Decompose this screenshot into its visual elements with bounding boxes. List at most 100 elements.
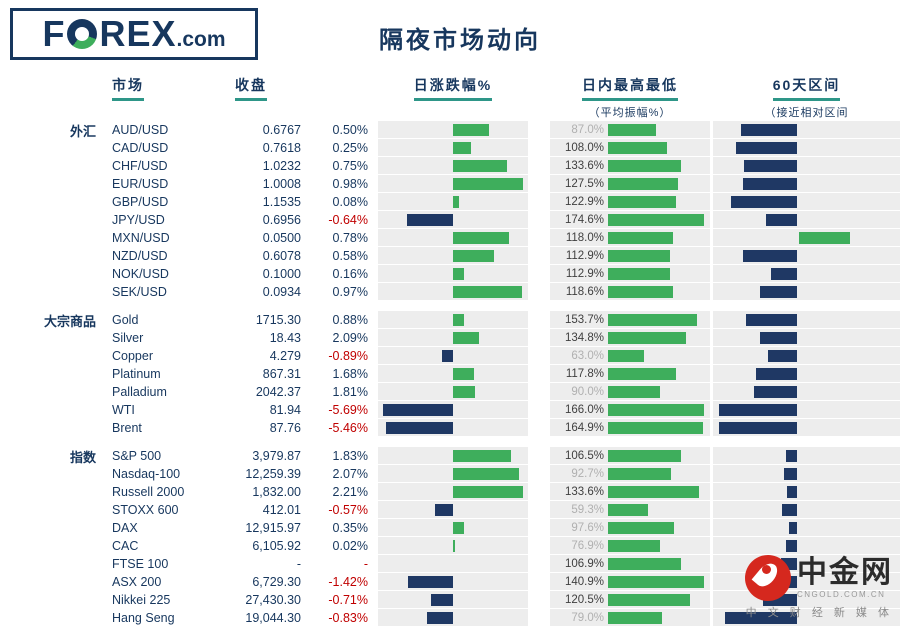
close-value: 867.31 — [262, 367, 301, 381]
close-value: 0.1000 — [262, 267, 301, 281]
market-row: FTSE 100 - - 106.9% — [10, 555, 900, 573]
daily-change-chart — [378, 229, 528, 247]
market-row: ASX 200 6,729.30 -1.42% 140.9% — [10, 573, 900, 591]
amplitude-chart: 127.5% — [550, 175, 710, 193]
range60-bar — [741, 124, 797, 136]
group-label: 大宗商品 — [43, 313, 96, 329]
close-value: 2042.37 — [255, 385, 301, 399]
daily-change-bar — [453, 142, 471, 154]
amplitude-label: 79.0% — [571, 612, 604, 624]
market-name: Nasdaq-100 — [112, 467, 181, 481]
logo-dot-com: .com — [176, 27, 226, 51]
market-group: 大宗商品 Gold 1715.30 0.88% 153.7% Silver 18.43 2.0… — [10, 311, 900, 437]
amplitude-label: 112.9% — [565, 250, 604, 262]
market-row: STOXX 600 412.01 -0.57% 59.3% — [10, 501, 900, 519]
amplitude-label: 76.9% — [571, 540, 604, 552]
range60-bar — [724, 612, 797, 624]
change-value: 0.16% — [332, 267, 368, 281]
range60-chart — [713, 519, 900, 537]
amplitude-bar — [608, 314, 697, 326]
daily-change-bar — [453, 486, 523, 498]
change-value: 1.83% — [332, 449, 368, 463]
amplitude-bar — [608, 196, 676, 208]
market-row: 指数 S&P 500 3,979.87 1.83% 106.5% — [10, 447, 900, 465]
market-row: Brent 87.76 -5.46% 164.9% — [10, 419, 900, 437]
amplitude-bar — [608, 350, 645, 362]
range60-chart — [713, 265, 900, 283]
amplitude-label: 122.9% — [564, 196, 604, 208]
range60-bar — [719, 422, 797, 434]
close-value: 0.0500 — [262, 231, 301, 245]
daily-change-chart — [378, 347, 528, 365]
range60-chart — [713, 139, 900, 157]
forex-com-logo: F REX .com — [10, 8, 258, 60]
amplitude-label: 118.0% — [565, 232, 604, 244]
market-name: S&P 500 — [112, 449, 162, 463]
market-group: 外汇 AUD/USD 0.6767 0.50% 87.0% CAD/USD 0.7618 0.… — [10, 121, 900, 301]
daily-change-bar — [442, 350, 453, 362]
amplitude-label: 112.9% — [565, 268, 604, 280]
market-name: JPY/USD — [112, 213, 165, 227]
range60-bar — [765, 214, 797, 226]
cngold-watermark: 中金网 CNGOLD.COM.CN 中 文 财 经 新 媒 体 — [688, 555, 893, 620]
change-value: 0.35% — [332, 521, 368, 535]
amplitude-bar — [608, 142, 668, 154]
daily-change-chart — [378, 419, 528, 437]
column-header-60day-range: 60天区间 — [772, 75, 841, 101]
amplitude-label: 59.3% — [571, 504, 604, 516]
change-value: 1.68% — [332, 367, 368, 381]
range60-chart — [713, 465, 900, 483]
cngold-logo-icon — [745, 555, 791, 601]
change-value: 0.75% — [332, 159, 368, 173]
amplitude-chart: 79.0% — [550, 609, 710, 627]
market-name: FTSE 100 — [112, 557, 169, 571]
logo-o-ring-icon — [67, 19, 98, 49]
daily-change-bar — [383, 404, 453, 416]
range60-bar — [787, 486, 797, 498]
amplitude-bar — [608, 332, 686, 344]
amplitude-bar — [608, 504, 649, 516]
daily-change-bar — [453, 160, 507, 172]
column-header-close: 收盘 — [235, 75, 267, 101]
close-value: 0.6956 — [262, 213, 301, 227]
market-name: CAC — [112, 539, 139, 553]
close-value: 81.94 — [269, 403, 301, 417]
change-value: 2.07% — [332, 467, 368, 481]
table-header: 市场 收盘 日涨跌幅% 日内最高最低 （平均振幅%） 60天区间 （接近相对区间 — [10, 75, 900, 119]
market-name: NOK/USD — [112, 267, 169, 281]
change-value: -0.71% — [328, 593, 368, 607]
change-value: - — [363, 557, 368, 571]
amplitude-label: 117.8% — [565, 368, 604, 380]
close-value: 1.1535 — [262, 195, 301, 209]
daily-change-chart — [378, 573, 528, 591]
daily-change-bar — [453, 314, 464, 326]
close-value: 0.7618 — [262, 141, 301, 155]
amplitude-bar — [608, 268, 671, 280]
amplitude-label: 118.6% — [565, 286, 604, 298]
amplitude-bar — [608, 250, 671, 262]
amplitude-label: 63.0% — [571, 350, 604, 362]
daily-change-chart — [378, 465, 528, 483]
amplitude-label: 108.0% — [564, 142, 604, 154]
range60-bar — [760, 286, 797, 298]
amplitude-label: 120.5% — [564, 594, 604, 606]
change-value: -0.57% — [328, 503, 368, 517]
range60-chart — [713, 121, 900, 139]
range60-bar — [746, 314, 797, 326]
change-value: 0.58% — [332, 249, 368, 263]
change-value: -1.42% — [328, 575, 368, 589]
amplitude-label: 133.6% — [564, 160, 604, 172]
daily-change-chart — [378, 365, 528, 383]
amplitude-chart: 92.7% — [550, 465, 710, 483]
amplitude-label: 174.6% — [564, 214, 604, 226]
close-value: 3,979.87 — [252, 449, 301, 463]
market-name: Palladium — [112, 385, 167, 399]
amplitude-bar — [608, 124, 656, 136]
range60-bar — [760, 332, 797, 344]
close-value: 0.6767 — [262, 123, 301, 137]
range60-chart — [713, 193, 900, 211]
market-name: Hang Seng — [112, 611, 175, 625]
amplitude-bar — [608, 404, 704, 416]
amplitude-label: 97.6% — [571, 522, 604, 534]
change-value: 0.78% — [332, 231, 368, 245]
